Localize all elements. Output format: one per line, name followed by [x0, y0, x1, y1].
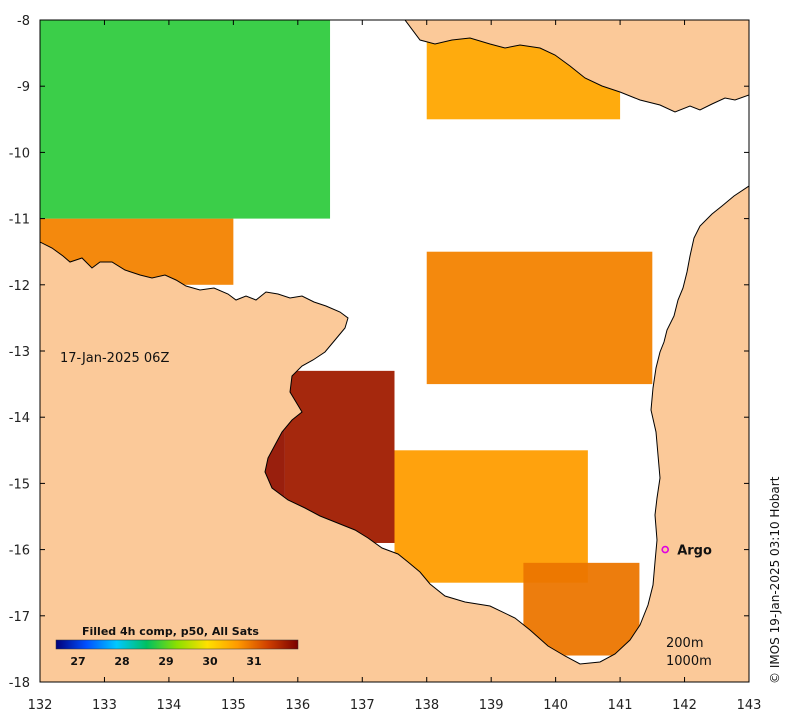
date-label: 17-Jan-2025 06Z	[60, 351, 169, 366]
contour-label-200m: 200m	[666, 636, 703, 651]
x-tick-label: 132	[28, 698, 53, 713]
y-axis: -8 -9 -10 -11 -12 -13 -14 -15 -16 -17 -18	[9, 14, 749, 691]
y-tick-label: -15	[9, 477, 30, 492]
colorbar-tick-29: 29	[158, 655, 173, 668]
x-axis: 132 133 134 135 136 137 138 139 140 141 142 143	[28, 20, 762, 713]
x-tick-label: 139	[479, 698, 504, 713]
x-tick-label: 133	[92, 698, 117, 713]
y-tick-label: -18	[9, 676, 30, 691]
y-tick-label: -13	[9, 345, 30, 360]
sst-region-3	[523, 562, 640, 656]
contour-label-1000m: 1000m	[666, 654, 712, 669]
land-layer	[40, 20, 749, 682]
land-west	[40, 185, 749, 682]
x-tick-label: 143	[737, 698, 762, 713]
y-tick-label: -11	[9, 213, 30, 228]
x-tick-label: 138	[414, 698, 439, 713]
y-tick-label: -16	[9, 544, 30, 559]
colorbar-tick-30: 30	[202, 655, 218, 668]
y-tick-label: -10	[9, 146, 30, 161]
x-tick-label: 136	[285, 698, 310, 713]
argo-marker-icon	[661, 545, 670, 554]
x-tick-label: 142	[672, 698, 697, 713]
sst-region-7	[426, 251, 653, 385]
colorbar-tick-27: 27	[70, 655, 85, 668]
x-tick-label: 141	[608, 698, 633, 713]
y-tick-label: -14	[9, 411, 30, 426]
x-tick-label: 135	[221, 698, 246, 713]
colorbar-title: Filled 4h comp, p50, All Sats	[82, 625, 259, 638]
y-tick-label: -12	[9, 279, 30, 294]
credit-text: © IMOS 19-Jan-2025 03:10 Hobart	[768, 476, 782, 684]
sst-region-5	[40, 20, 331, 219]
colorbar-bar	[55, 639, 299, 650]
land-top-right	[404, 20, 749, 113]
colorbar: Filled 4h comp, p50, All Sats 27 28 29 30 31	[55, 625, 299, 668]
x-tick-label: 134	[156, 698, 181, 713]
colorbar-tick-28: 28	[114, 655, 129, 668]
y-tick-label: -8	[17, 14, 30, 29]
x-tick-label: 137	[350, 698, 375, 713]
argo-label: Argo	[677, 544, 712, 559]
y-tick-label: -9	[17, 80, 30, 95]
colorbar-tick-31: 31	[246, 655, 261, 668]
x-tick-label: 140	[543, 698, 568, 713]
y-tick-label: -17	[9, 610, 30, 625]
sst-region-2	[394, 450, 588, 583]
